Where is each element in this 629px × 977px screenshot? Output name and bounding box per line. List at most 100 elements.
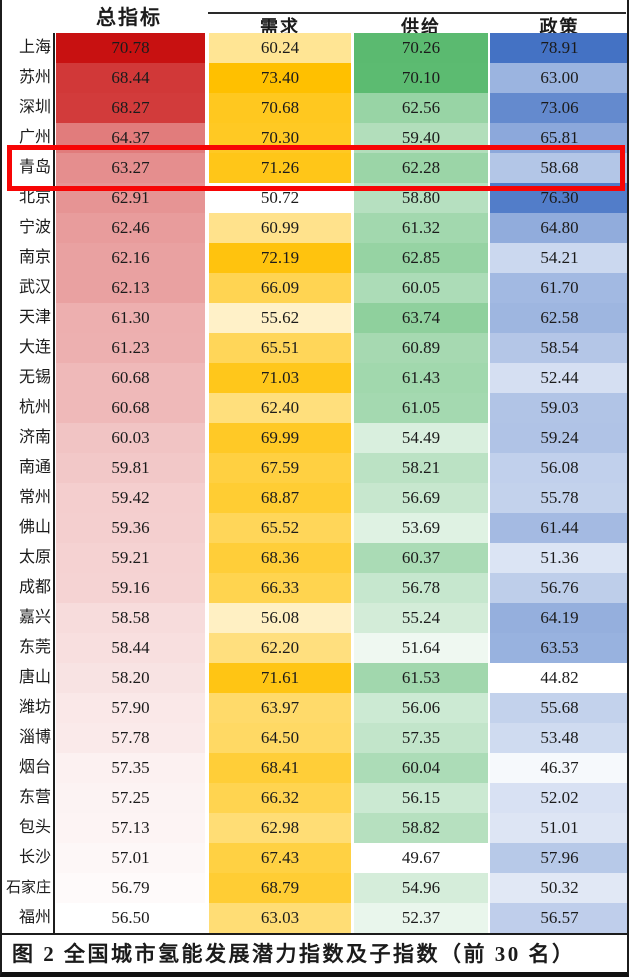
table-row: 北京 62.91 50.72 58.80 76.30 [2, 183, 627, 213]
index-value-cell: 51.36 [490, 543, 627, 573]
index-value-cell: 58.80 [354, 183, 488, 213]
table-row: 南通 59.81 67.59 58.21 56.08 [2, 453, 627, 483]
index-value-cell: 57.13 [56, 813, 205, 843]
index-value-cell: 56.06 [354, 693, 488, 723]
city-label: 潍坊 [18, 699, 51, 716]
table-row: 长沙 57.01 67.43 49.67 57.96 [2, 843, 627, 873]
index-value-cell: 78.91 [490, 33, 627, 63]
index-value-cell: 52.37 [354, 903, 488, 933]
index-value-cell: 62.16 [56, 243, 205, 273]
table-row: 唐山 58.20 71.61 61.53 44.82 [2, 663, 627, 693]
index-value-cell: 61.23 [56, 333, 205, 363]
index-value-cell: 61.43 [354, 363, 488, 393]
subindex-spanner-line [208, 12, 626, 14]
index-value-cell: 63.74 [354, 303, 488, 333]
table-row: 济南 60.03 69.99 54.49 59.24 [2, 423, 627, 453]
city-label: 无锡 [18, 369, 51, 386]
index-value-cell: 70.78 [56, 33, 205, 63]
index-value-cell: 57.96 [490, 843, 627, 873]
index-value-cell: 49.67 [354, 843, 488, 873]
index-value-cell: 64.80 [490, 213, 627, 243]
index-value-cell: 62.13 [56, 273, 205, 303]
index-value-cell: 57.90 [56, 693, 205, 723]
city-label: 上海 [18, 39, 51, 56]
index-value-cell: 50.72 [209, 183, 351, 213]
table-row: 广州 64.37 70.30 59.40 65.81 [2, 123, 627, 153]
index-value-cell: 61.30 [56, 303, 205, 333]
city-label: 唐山 [18, 669, 51, 686]
table-row: 嘉兴 58.58 56.08 55.24 64.19 [2, 603, 627, 633]
index-value-cell: 58.54 [490, 333, 627, 363]
index-value-cell: 59.16 [56, 573, 205, 603]
table-row: 无锡 60.68 71.03 61.43 52.44 [2, 363, 627, 393]
index-value-cell: 56.78 [354, 573, 488, 603]
index-value-cell: 67.59 [209, 453, 351, 483]
index-value-cell: 57.01 [56, 843, 205, 873]
index-value-cell: 60.68 [56, 393, 205, 423]
index-value-cell: 60.04 [354, 753, 488, 783]
column-header-supply: 供给 [401, 17, 441, 37]
city-label: 嘉兴 [18, 609, 51, 626]
index-value-cell: 59.81 [56, 453, 205, 483]
index-value-cell: 54.21 [490, 243, 627, 273]
index-value-cell: 50.32 [490, 873, 627, 903]
index-value-cell: 64.19 [490, 603, 627, 633]
city-label: 东莞 [18, 639, 51, 656]
index-value-cell: 71.26 [209, 153, 351, 183]
index-value-cell: 52.44 [490, 363, 627, 393]
table-row: 深圳 68.27 70.68 62.56 73.06 [2, 93, 627, 123]
index-value-cell: 61.53 [354, 663, 488, 693]
index-value-cell: 65.51 [209, 333, 351, 363]
column-header-demand: 需求 [260, 17, 300, 37]
index-value-cell: 61.44 [490, 513, 627, 543]
index-value-cell: 68.87 [209, 483, 351, 513]
table-row: 石家庄 56.79 68.79 54.96 50.32 [2, 873, 627, 903]
index-value-cell: 59.03 [490, 393, 627, 423]
index-value-cell: 61.05 [354, 393, 488, 423]
index-value-cell: 63.00 [490, 63, 627, 93]
index-value-cell: 46.37 [490, 753, 627, 783]
index-value-cell: 62.85 [354, 243, 488, 273]
table-row: 烟台 57.35 68.41 60.04 46.37 [2, 753, 627, 783]
index-value-cell: 60.89 [354, 333, 488, 363]
index-value-cell: 62.40 [209, 393, 351, 423]
index-value-cell: 53.69 [354, 513, 488, 543]
city-label: 佛山 [18, 519, 51, 536]
index-value-cell: 68.44 [56, 63, 205, 93]
table-body: 上海 70.78 60.24 70.26 78.91 苏州 68.44 73.40 70.10 6… [2, 33, 627, 933]
index-value-cell: 62.20 [209, 633, 351, 663]
index-value-cell: 62.58 [490, 303, 627, 333]
index-value-cell: 60.05 [354, 273, 488, 303]
table-row: 太原 59.21 68.36 60.37 51.36 [2, 543, 627, 573]
city-label: 福州 [18, 909, 51, 926]
city-label: 深圳 [18, 99, 51, 116]
index-value-cell: 56.15 [354, 783, 488, 813]
index-value-cell: 44.82 [490, 663, 627, 693]
city-label: 青岛 [18, 159, 51, 176]
index-value-cell: 62.28 [354, 153, 488, 183]
index-value-cell: 58.21 [354, 453, 488, 483]
index-value-cell: 65.81 [490, 123, 627, 153]
index-value-cell: 55.68 [490, 693, 627, 723]
city-label: 济南 [18, 429, 51, 446]
city-label: 淄博 [18, 729, 51, 746]
index-value-cell: 60.99 [209, 213, 351, 243]
city-label: 宁波 [18, 219, 51, 236]
city-label: 大连 [18, 339, 51, 356]
index-value-cell: 56.79 [56, 873, 205, 903]
table-row: 成都 59.16 66.33 56.78 56.76 [2, 573, 627, 603]
index-value-cell: 68.41 [209, 753, 351, 783]
index-value-cell: 76.30 [490, 183, 627, 213]
city-label: 石家庄 [5, 880, 51, 896]
index-value-cell: 58.68 [490, 153, 627, 183]
city-label: 杭州 [18, 399, 51, 416]
city-label: 南通 [18, 459, 51, 476]
city-label: 包头 [18, 819, 51, 836]
index-value-cell: 58.44 [56, 633, 205, 663]
index-value-cell: 70.68 [209, 93, 351, 123]
index-value-cell: 66.33 [209, 573, 351, 603]
city-label: 北京 [18, 189, 51, 206]
index-value-cell: 58.20 [56, 663, 205, 693]
index-value-cell: 56.69 [354, 483, 488, 513]
table-row: 杭州 60.68 62.40 61.05 59.03 [2, 393, 627, 423]
